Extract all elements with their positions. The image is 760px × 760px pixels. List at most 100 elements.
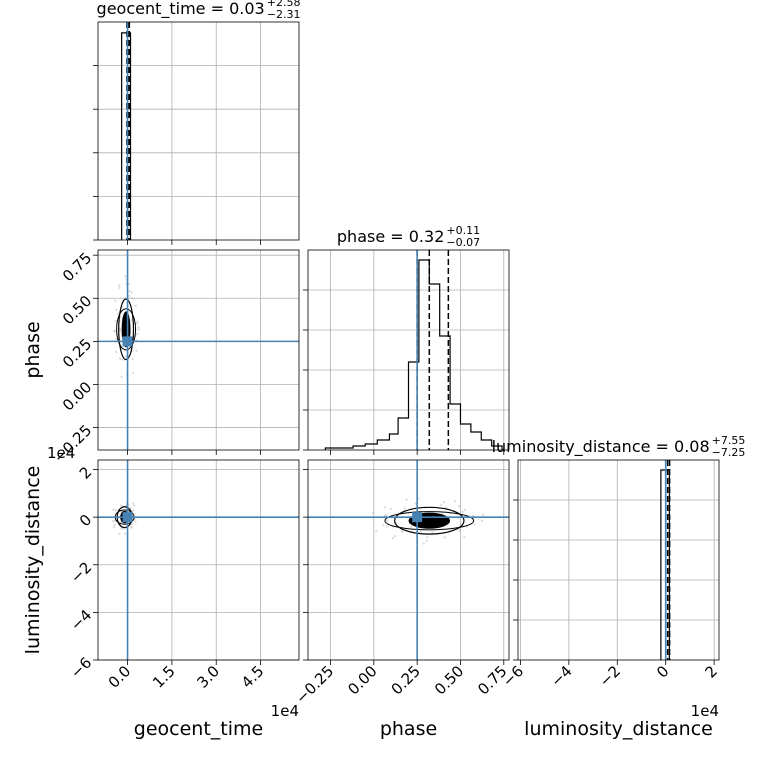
- x-tick-label-geocent_time: 1.5: [149, 662, 179, 692]
- sample-point: [131, 502, 135, 505]
- sample-point: [414, 502, 417, 505]
- sample-point: [128, 295, 131, 298]
- sample-point: [115, 308, 118, 311]
- sample-point: [135, 349, 138, 353]
- title-upper-error: +2.58: [267, 0, 301, 9]
- y-tick-label-luminosity_distance: −2: [67, 558, 95, 586]
- sample-point: [123, 297, 126, 300]
- sample-point: [419, 530, 423, 533]
- sample-point: [480, 519, 484, 522]
- sample-point: [119, 329, 122, 332]
- contour-level-3: [384, 511, 475, 531]
- panel-hist-phase: [303, 249, 510, 455]
- sample-point: [385, 525, 389, 528]
- sample-point: [410, 525, 413, 528]
- sample-point: [384, 513, 387, 517]
- sample-point: [130, 525, 134, 528]
- sample-point: [128, 289, 131, 293]
- title-value: phase = 0.32: [337, 227, 444, 246]
- histogram-phase: [324, 259, 503, 450]
- sample-point: [439, 503, 443, 507]
- sample-point: [131, 358, 135, 361]
- sample-point: [382, 524, 385, 527]
- y-tick-label-phase: 0.75: [59, 249, 95, 285]
- sample-point: [114, 508, 117, 512]
- x-axis-label-luminosity_distance: luminosity_distance: [524, 718, 713, 740]
- sample-point: [473, 523, 476, 526]
- sample-point: [375, 530, 378, 533]
- sample-point: [385, 519, 389, 523]
- y-tick-label-luminosity_distance: 2: [76, 463, 95, 482]
- sample-point: [123, 532, 127, 535]
- y-tick-label-phase: 0.00: [59, 378, 95, 414]
- title-lower-error: −0.07: [446, 236, 480, 249]
- sample-point: [136, 332, 139, 335]
- x-tick-label-geocent_time: 0.0: [105, 662, 135, 692]
- sample-point: [118, 532, 121, 536]
- sample-point: [442, 501, 446, 504]
- sample-point: [136, 320, 139, 323]
- sample-point: [383, 506, 386, 509]
- x-tick-label-luminosity_distance: 2: [702, 662, 721, 681]
- y-tick-label-phase: 0.25: [59, 335, 95, 371]
- sample-point: [463, 535, 466, 539]
- sample-point: [131, 371, 135, 374]
- sample-point: [458, 505, 461, 508]
- panel-border: [97, 249, 300, 451]
- x-tick-label-phase: 0.25: [388, 662, 424, 698]
- x-tick-label-luminosity_distance: 0: [653, 662, 672, 681]
- sample-point: [463, 508, 467, 512]
- x-scale-offset-luminosity_distance: 1e4: [691, 702, 719, 720]
- sample-point: [417, 497, 420, 500]
- sample-point: [458, 528, 461, 531]
- sample-point: [403, 507, 407, 510]
- panel-background: [98, 460, 299, 660]
- y-axis-label-phase: phase: [22, 321, 44, 378]
- sample-point: [137, 326, 140, 329]
- title-value: geocent_time = 0.03: [97, 0, 265, 19]
- sample-point: [112, 525, 116, 529]
- sample-point: [371, 511, 375, 515]
- sample-point: [130, 318, 133, 322]
- sample-point: [137, 328, 141, 331]
- sample-point: [115, 350, 118, 354]
- x-axis-label-phase: phase: [380, 718, 437, 740]
- y-scale-offset-luminosity_distance: 1e4: [47, 444, 75, 462]
- contour-level-2: [394, 506, 465, 535]
- title-luminosity_distance: luminosity_distance = 0.08 +7.55−7.25: [492, 434, 746, 459]
- sample-point: [117, 284, 121, 287]
- panel-lumdist-vs-phase: [303, 459, 510, 665]
- sample-point: [120, 504, 123, 507]
- sample-point: [389, 507, 392, 511]
- panel-background: [98, 22, 299, 240]
- sample-point: [135, 322, 139, 325]
- panel-border: [97, 459, 300, 661]
- sample-point: [114, 320, 117, 323]
- sample-point: [116, 312, 120, 315]
- title-upper-error: +0.11: [446, 224, 480, 237]
- truth-marker: [122, 512, 133, 523]
- sample-point: [391, 536, 394, 540]
- x-tick-label-phase: −0.25: [292, 662, 337, 707]
- sample-point: [422, 542, 425, 545]
- title-lower-error: −7.25: [712, 446, 746, 459]
- sample-point: [405, 498, 408, 501]
- sample-point: [134, 520, 137, 523]
- x-tick-label-phase: 0.50: [431, 662, 467, 698]
- sample-point: [443, 536, 446, 539]
- sample-point: [461, 510, 464, 514]
- sample-point: [431, 531, 434, 534]
- sample-point: [132, 509, 135, 512]
- sample-point: [118, 286, 121, 289]
- panel-lumdist-vs-geocent_time: [93, 459, 300, 665]
- x-tick-label-luminosity_distance: −2: [596, 662, 624, 690]
- sample-point: [425, 539, 428, 543]
- sample-point: [481, 513, 485, 516]
- y-axis-label-luminosity_distance: luminosity_distance: [22, 466, 44, 655]
- sample-point: [453, 500, 457, 503]
- sample-point: [124, 275, 127, 278]
- panel-border: [517, 459, 720, 661]
- panel-border: [307, 459, 510, 661]
- y-tick-label-phase: 0.50: [59, 292, 95, 328]
- sample-point: [130, 291, 134, 294]
